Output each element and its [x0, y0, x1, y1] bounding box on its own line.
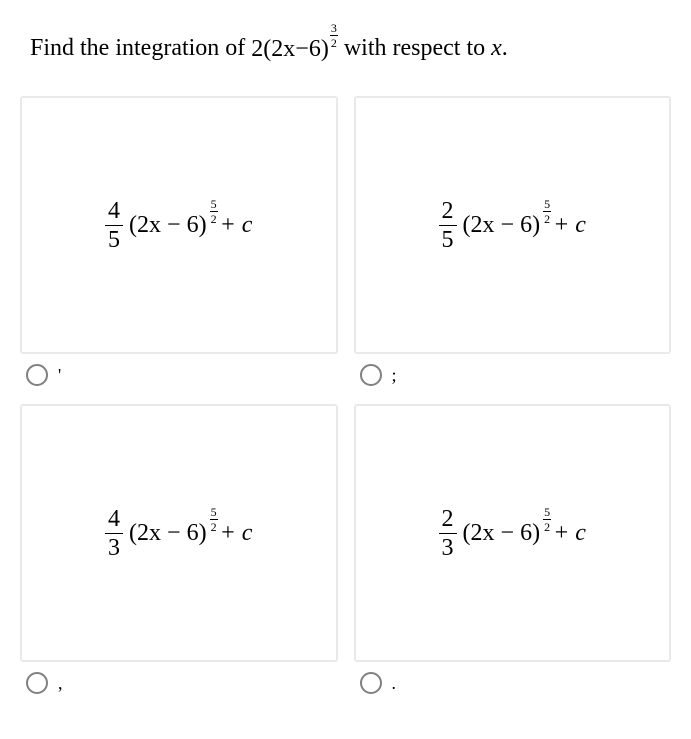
- option-cell: 4 5 (2x − 6) 5 2 + c ': [20, 96, 338, 388]
- exponent-fraction: 5 2: [543, 506, 551, 533]
- option-radio-row[interactable]: .: [354, 662, 672, 696]
- option-expression: 4 5 (2x − 6) 5 2 + c: [105, 199, 252, 252]
- coef-num: 4: [108, 199, 120, 223]
- page: { "question": { "prefix": "Find the inte…: [0, 0, 691, 739]
- coef-num: 2: [442, 199, 454, 223]
- question-var: x: [491, 35, 502, 61]
- radio-icon[interactable]: [360, 364, 382, 386]
- exp-num: 5: [544, 198, 550, 210]
- exp-num: 5: [544, 506, 550, 518]
- option-expression: 2 5 (2x − 6) 5 2 + c: [439, 199, 586, 252]
- coef-den: 5: [108, 228, 120, 252]
- question-math-exponent: 3 2: [330, 22, 338, 49]
- option-expression: 4 3 (2x − 6) 5 2 + c: [105, 507, 252, 560]
- coef-fraction: 2 5: [439, 199, 457, 252]
- question-math-inner: (2x−6): [263, 33, 329, 67]
- exp-num: 5: [211, 198, 217, 210]
- base: (2x − 6): [129, 520, 207, 547]
- radio-label: ,: [58, 673, 63, 694]
- radio-label: ': [58, 365, 61, 386]
- exp-den: 2: [544, 521, 550, 533]
- tail: + c: [220, 212, 253, 239]
- coef-fraction: 4 3: [105, 507, 123, 560]
- question-prefix: Find the integration of: [30, 35, 251, 61]
- radio-label: ;: [392, 365, 397, 386]
- frac-bar: [105, 533, 123, 534]
- options-grid: 4 5 (2x − 6) 5 2 + c ': [0, 76, 691, 696]
- option-expression: 2 3 (2x − 6) 5 2 + c: [439, 507, 586, 560]
- question-math-coef: 2: [251, 33, 263, 67]
- option-radio-row[interactable]: ,: [20, 662, 338, 696]
- option-radio-row[interactable]: ;: [354, 354, 672, 388]
- radio-icon[interactable]: [26, 364, 48, 386]
- coef-den: 5: [442, 228, 454, 252]
- coef-num: 4: [108, 507, 120, 531]
- question-text: Find the integration of 2 (2x−6) 3 2 wit…: [0, 0, 691, 76]
- option-box[interactable]: 4 5 (2x − 6) 5 2 + c: [20, 96, 338, 354]
- tail: + c: [220, 520, 253, 547]
- exp-den: 2: [211, 213, 217, 225]
- option-cell: 2 3 (2x − 6) 5 2 + c .: [354, 404, 672, 696]
- exp-den: 2: [544, 213, 550, 225]
- tail: + c: [553, 520, 586, 547]
- base: (2x − 6): [463, 520, 541, 547]
- radio-label: .: [392, 673, 397, 694]
- question-period: .: [502, 35, 508, 61]
- frac-bar: [439, 533, 457, 534]
- exp-den: 2: [331, 37, 337, 49]
- coef-fraction: 2 3: [439, 507, 457, 560]
- frac-bar: [105, 225, 123, 226]
- radio-icon[interactable]: [26, 672, 48, 694]
- option-box[interactable]: 4 3 (2x − 6) 5 2 + c: [20, 404, 338, 662]
- exp-den: 2: [211, 521, 217, 533]
- frac-bar: [439, 225, 457, 226]
- coef-fraction: 4 5: [105, 199, 123, 252]
- exponent-fraction: 5 2: [543, 198, 551, 225]
- option-radio-row[interactable]: ': [20, 354, 338, 388]
- option-cell: 4 3 (2x − 6) 5 2 + c ,: [20, 404, 338, 696]
- question-suffix: with respect to: [344, 35, 491, 61]
- tail: + c: [553, 212, 586, 239]
- exponent-fraction: 5 2: [210, 506, 218, 533]
- exp-num: 3: [331, 22, 337, 34]
- exponent-fraction: 5 2: [210, 198, 218, 225]
- exp-num: 5: [211, 506, 217, 518]
- base: (2x − 6): [463, 212, 541, 239]
- question-math: 2 (2x−6) 3 2: [251, 33, 338, 67]
- option-box[interactable]: 2 5 (2x − 6) 5 2 + c: [354, 96, 672, 354]
- coef-den: 3: [108, 536, 120, 560]
- option-box[interactable]: 2 3 (2x − 6) 5 2 + c: [354, 404, 672, 662]
- coef-num: 2: [442, 507, 454, 531]
- coef-den: 3: [442, 536, 454, 560]
- option-cell: 2 5 (2x − 6) 5 2 + c ;: [354, 96, 672, 388]
- radio-icon[interactable]: [360, 672, 382, 694]
- base: (2x − 6): [129, 212, 207, 239]
